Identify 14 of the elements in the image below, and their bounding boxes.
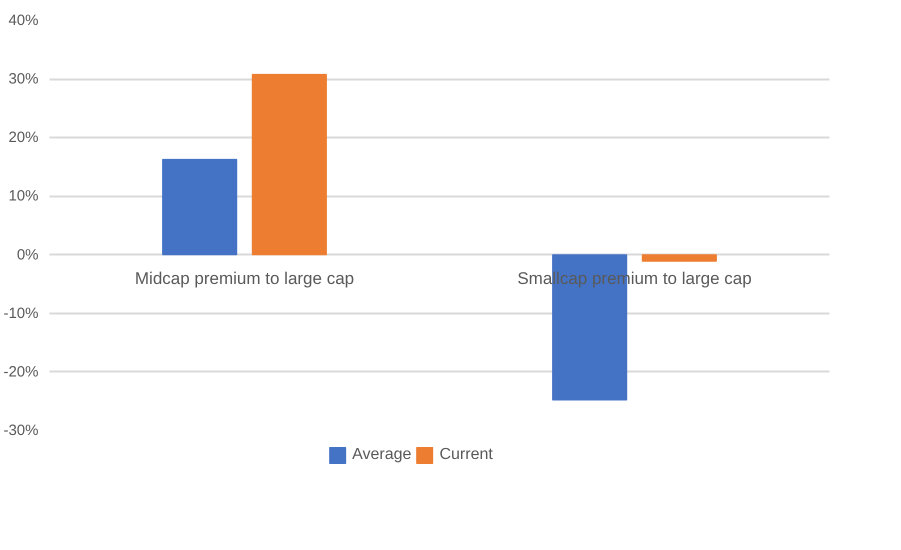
y-tick-label: -30% — [3, 422, 39, 439]
x-tick-label: Midcap premium to large cap — [134, 268, 354, 288]
bar — [252, 74, 327, 256]
y-tick-label: 10% — [8, 188, 39, 205]
bar — [162, 158, 238, 256]
legend-label: Average — [352, 446, 412, 464]
legend-label: Current — [439, 446, 493, 464]
y-tick-label: 20% — [8, 129, 39, 146]
bar — [642, 254, 717, 262]
y-tick-label: -20% — [3, 363, 39, 380]
y-tick-label: -10% — [3, 304, 39, 322]
y-tick-label: 40% — [8, 12, 39, 29]
y-tick-label: 0% — [16, 246, 39, 264]
y-tick-label: 30% — [8, 70, 39, 88]
